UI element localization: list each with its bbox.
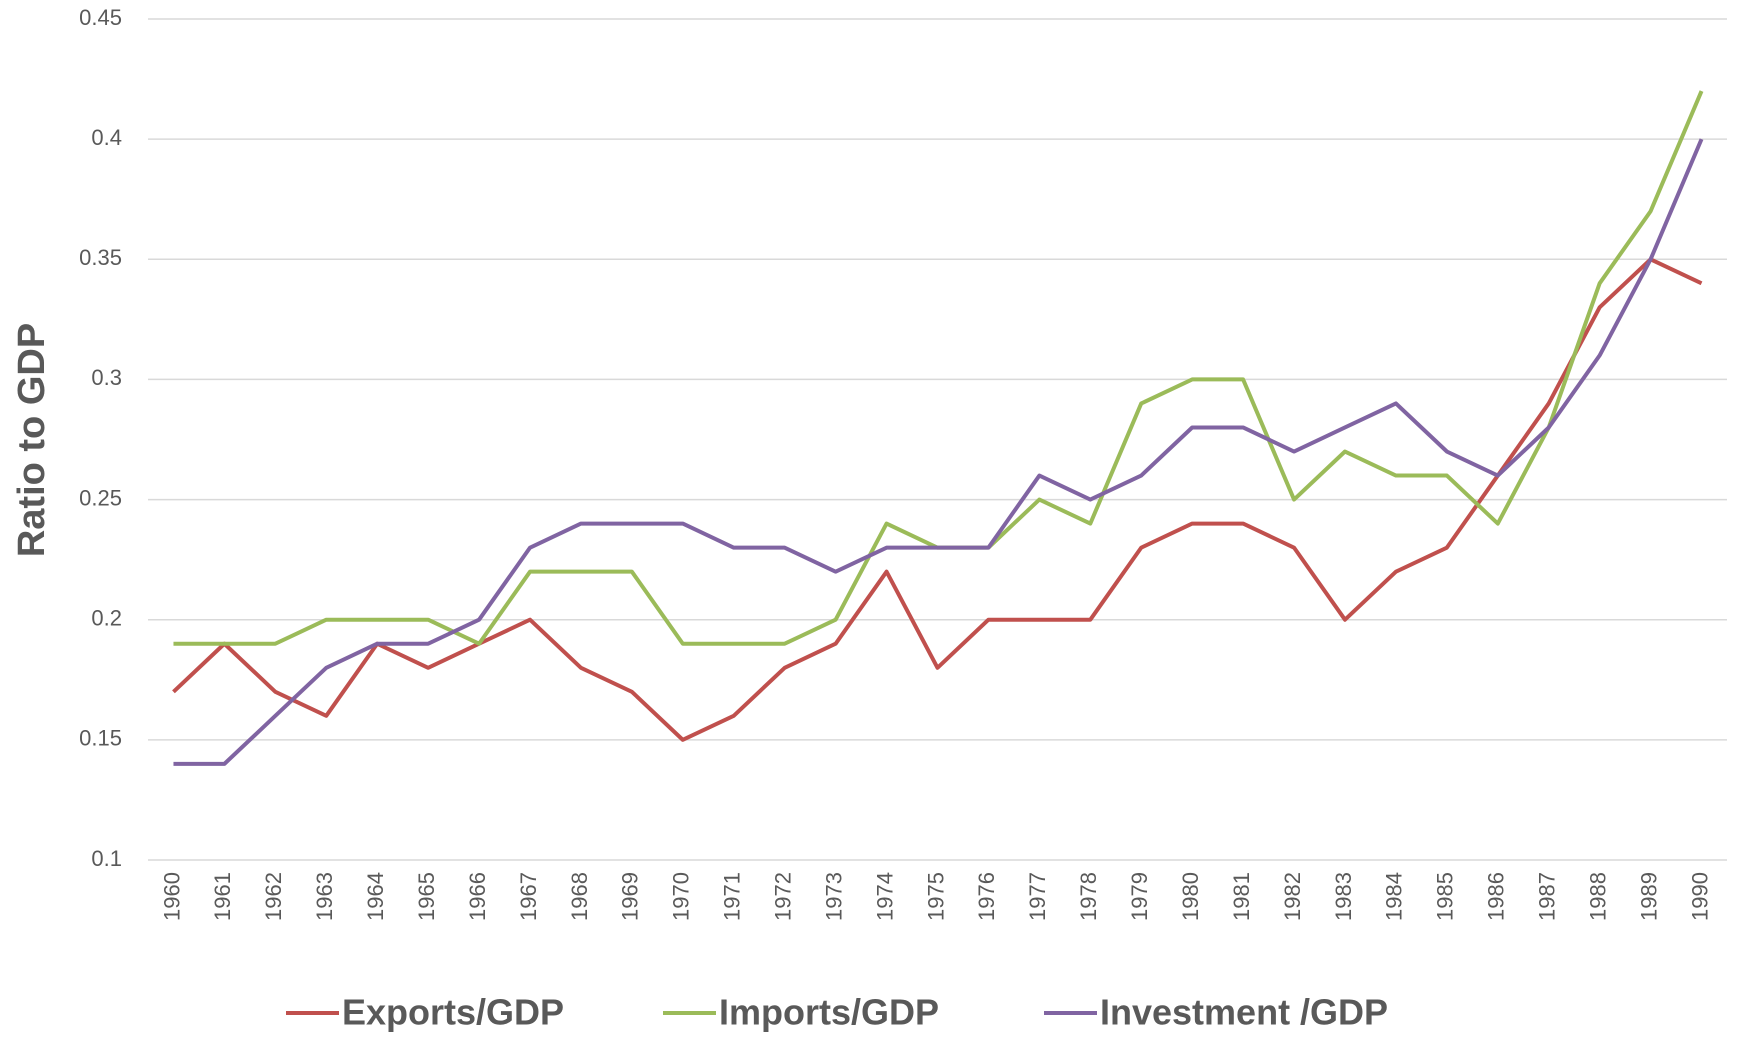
x-tick-label: 1962 xyxy=(261,872,286,921)
y-tick-label: 0.15 xyxy=(79,726,122,751)
x-tick-label: 1966 xyxy=(465,872,490,921)
series-line xyxy=(172,257,1703,742)
x-tick-label: 1970 xyxy=(669,872,694,921)
y-tick-label: 0.4 xyxy=(91,125,122,150)
x-tick-label: 1967 xyxy=(516,872,541,921)
x-tick-label: 1978 xyxy=(1076,872,1101,921)
y-tick-label: 0.35 xyxy=(79,245,122,270)
x-tick-label: 1973 xyxy=(821,872,846,921)
x-tick-label: 1987 xyxy=(1535,872,1560,921)
series-line xyxy=(173,90,1704,646)
series-line xyxy=(173,138,1704,766)
x-tick-label: 1974 xyxy=(872,872,897,921)
x-tick-label: 1964 xyxy=(363,872,388,921)
x-tick-label: 1976 xyxy=(974,872,999,921)
x-tick-label: 1961 xyxy=(210,872,235,921)
y-tick-label: 0.25 xyxy=(79,485,122,510)
x-tick-label: 1984 xyxy=(1382,872,1407,921)
y-tick-label: 0.1 xyxy=(91,846,122,871)
x-tick-label: 1979 xyxy=(1127,872,1152,921)
x-tick-label: 1986 xyxy=(1484,872,1509,921)
x-tick-label: 1985 xyxy=(1433,872,1458,921)
x-tick-label: 1960 xyxy=(159,872,184,921)
y-axis-title: Ratio to GDP xyxy=(11,323,53,557)
x-tick-label: 1968 xyxy=(567,872,592,921)
x-tick-label: 1963 xyxy=(312,872,337,921)
x-tick-label: 1969 xyxy=(618,872,643,921)
x-tick-label: 1982 xyxy=(1280,872,1305,921)
x-tick-label: 1965 xyxy=(414,872,439,921)
x-tick-label: 1975 xyxy=(923,872,948,921)
y-tick-label: 0.3 xyxy=(91,365,122,390)
x-tick-label: 1971 xyxy=(720,872,745,921)
x-tick-label: 1972 xyxy=(771,872,796,921)
legend-label: Imports/GDP xyxy=(719,992,939,1033)
x-tick-label: 1977 xyxy=(1025,872,1050,921)
legend-label: Exports/GDP xyxy=(342,992,564,1033)
x-tick-label: 1981 xyxy=(1229,872,1254,921)
x-tick-label: 1988 xyxy=(1585,872,1610,921)
x-tick-label: 1989 xyxy=(1636,872,1661,921)
x-tick-label: 1990 xyxy=(1687,872,1712,921)
x-tick-label: 1980 xyxy=(1178,872,1203,921)
legend-label: Investment /GDP xyxy=(1100,992,1388,1033)
y-tick-label: 0.45 xyxy=(79,5,122,30)
y-tick-label: 0.2 xyxy=(91,606,122,631)
x-tick-label: 1983 xyxy=(1331,872,1356,921)
